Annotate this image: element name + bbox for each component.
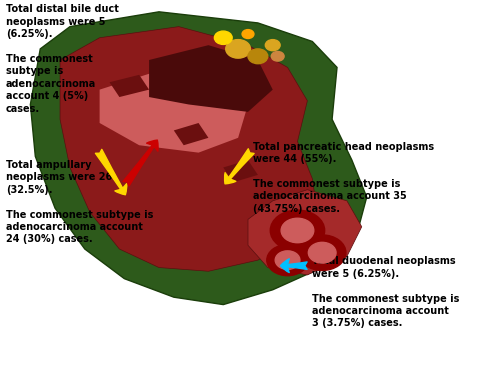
Text: Total pancreatic head neoplasms
were 44 (55%).

The commonest subtype is
adenoca: Total pancreatic head neoplasms were 44 … <box>253 141 434 214</box>
Text: Total duodenal neoplasms
were 5 (6.25%).

The commonest subtype is
adenocarcinom: Total duodenal neoplasms were 5 (6.25%).… <box>312 256 460 328</box>
Polygon shape <box>110 75 149 97</box>
Circle shape <box>214 31 232 44</box>
Text: Total distal bile duct
neoplasms were 5
(6.25%).

The commonest
subtype is
adeno: Total distal bile duct neoplasms were 5 … <box>6 4 118 113</box>
Polygon shape <box>100 67 248 153</box>
Circle shape <box>242 30 254 38</box>
Circle shape <box>267 244 308 276</box>
Text: Total ampullary
neoplasms were 26
(32.5%).

The commonest subtype is
adenocarcin: Total ampullary neoplasms were 26 (32.5%… <box>6 160 153 244</box>
Polygon shape <box>248 190 362 275</box>
Circle shape <box>266 39 280 51</box>
Circle shape <box>298 235 346 270</box>
Polygon shape <box>30 12 366 305</box>
Polygon shape <box>224 160 258 182</box>
Circle shape <box>275 251 300 269</box>
Polygon shape <box>174 123 208 145</box>
Circle shape <box>271 51 284 61</box>
Circle shape <box>308 242 336 263</box>
Circle shape <box>226 39 250 58</box>
Circle shape <box>248 49 268 64</box>
Polygon shape <box>149 45 272 112</box>
Circle shape <box>270 210 324 251</box>
Circle shape <box>281 218 314 243</box>
Polygon shape <box>60 27 317 271</box>
